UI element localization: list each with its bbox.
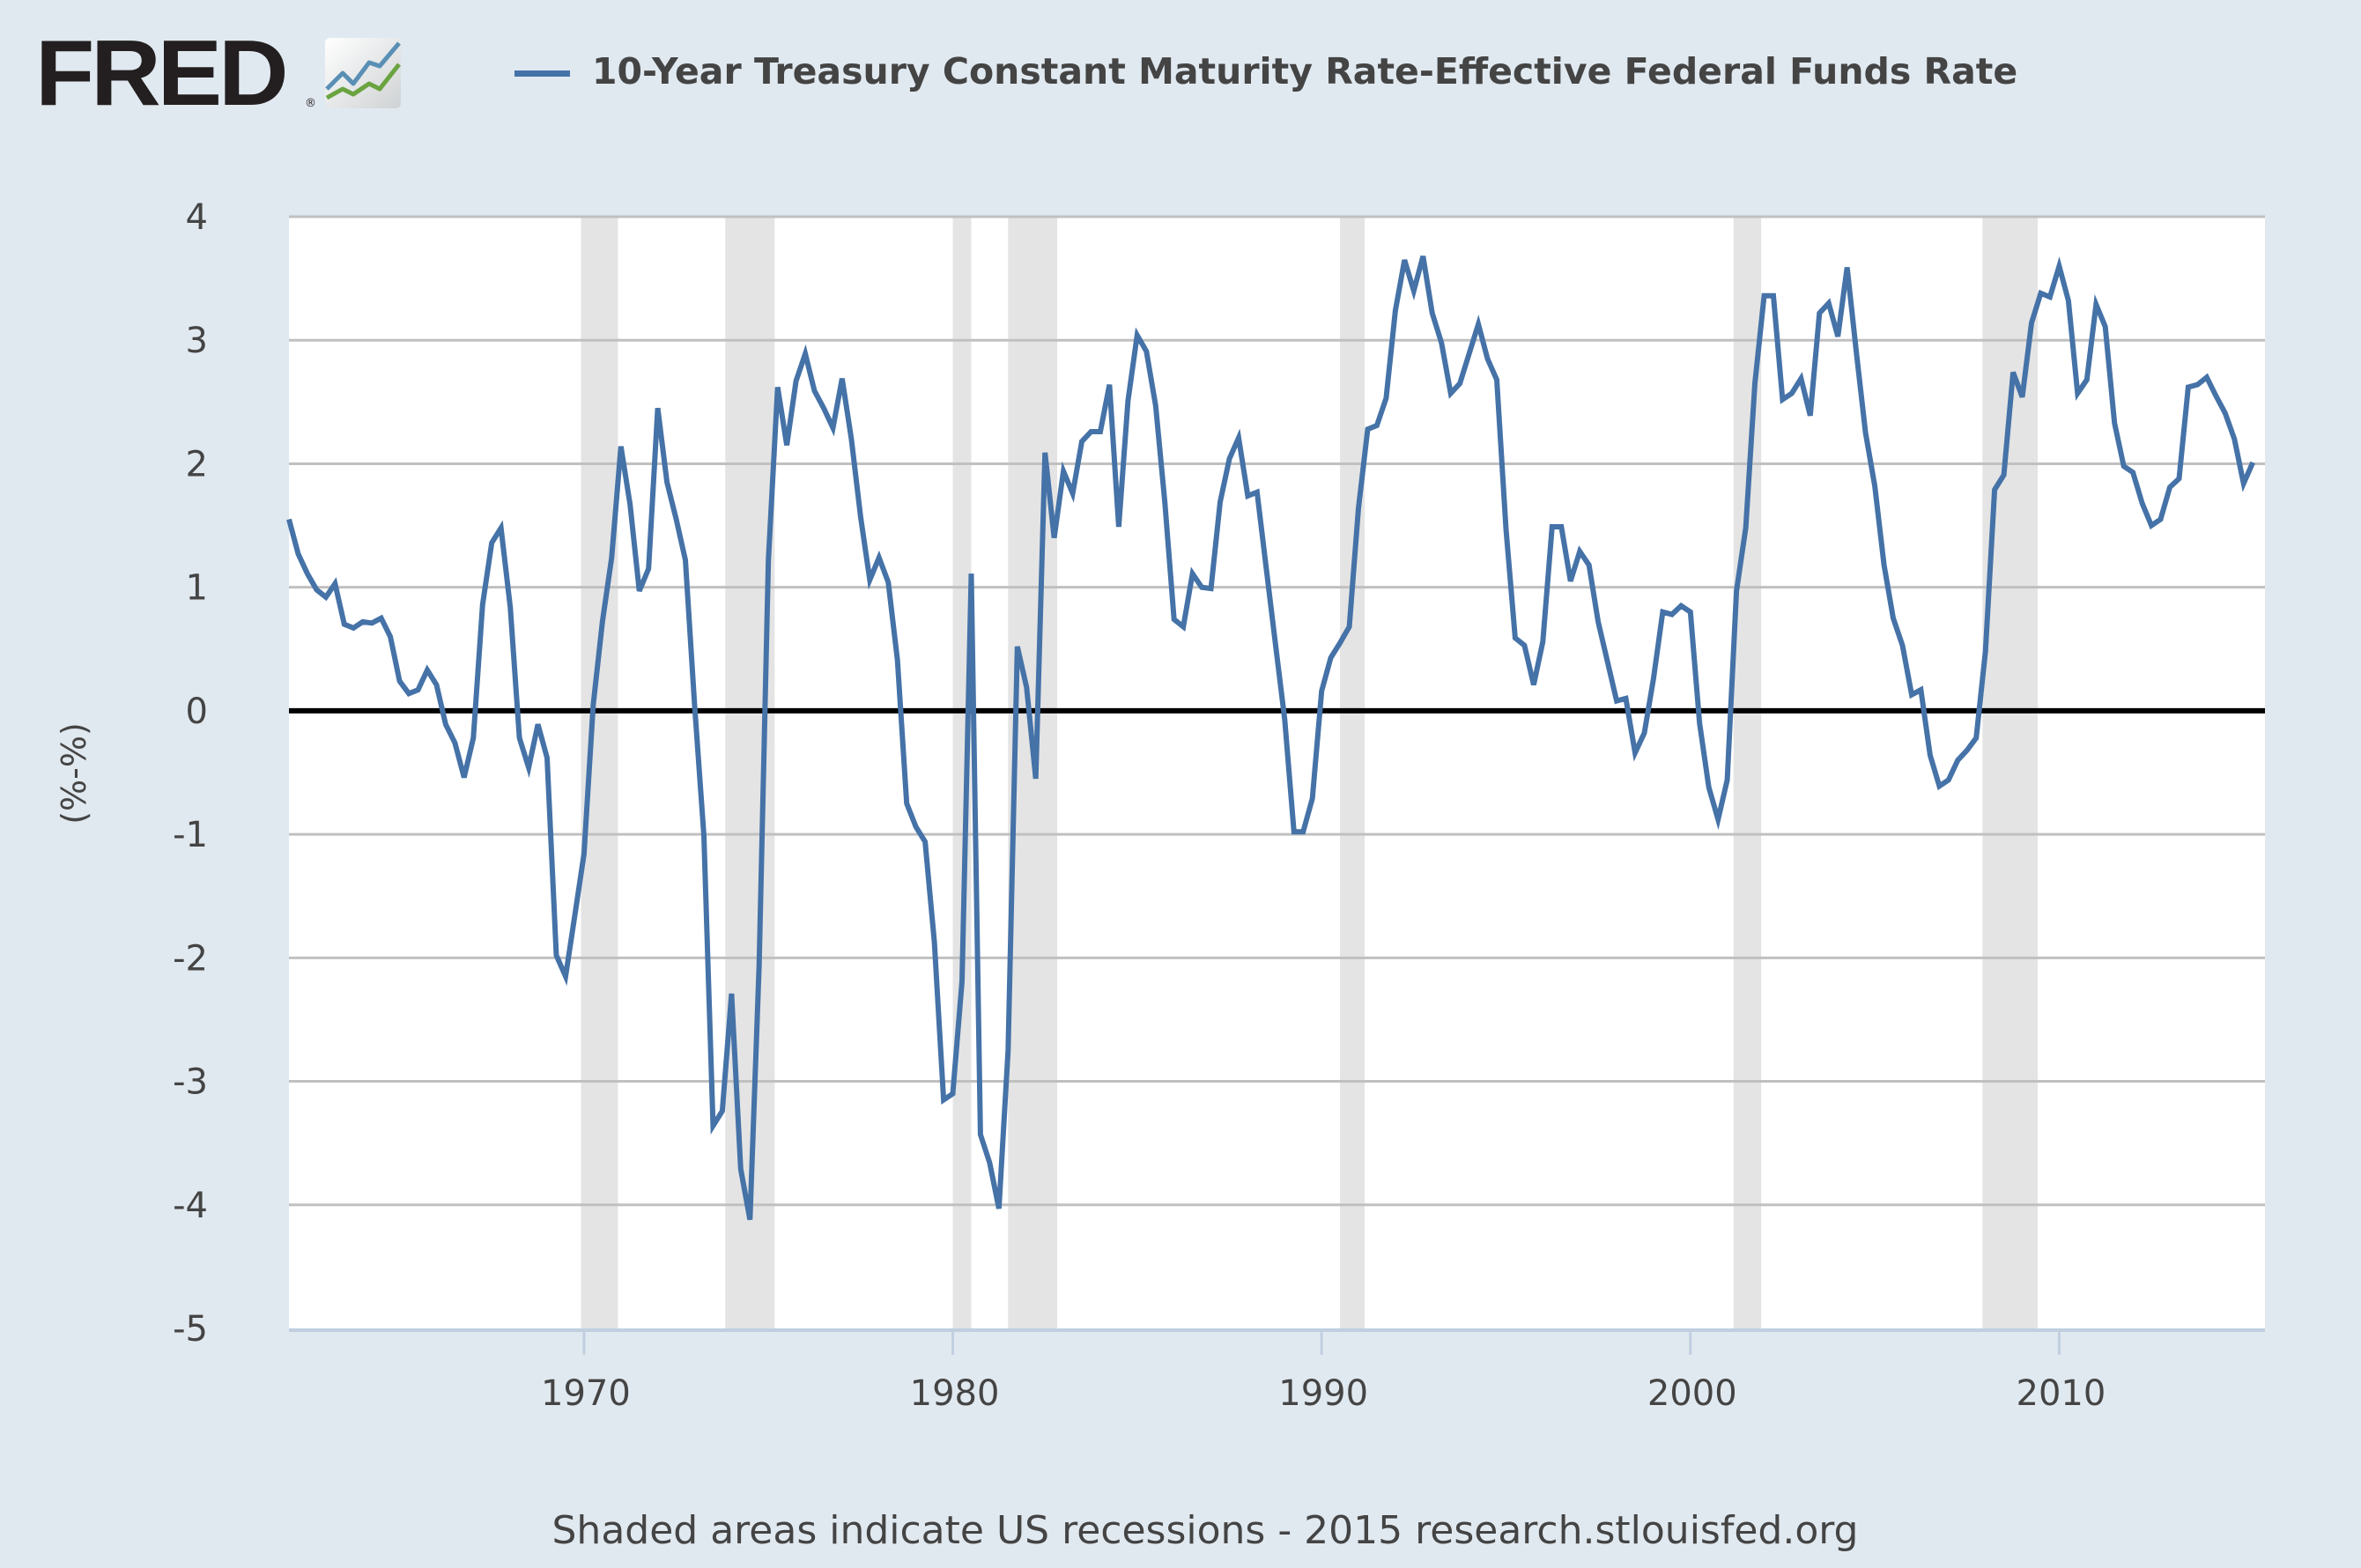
legend-label: 10-Year Treasury Constant Maturity Rate-… [592, 50, 2018, 92]
y-tick-label: 2 [186, 444, 208, 484]
recession-band [725, 217, 775, 1328]
y-tick-label: -2 [173, 938, 208, 979]
x-tick-label: 1970 [541, 1373, 631, 1414]
y-tick-label: 1 [186, 568, 208, 609]
y-tick-label: -1 [173, 815, 208, 855]
footer-text: Shaded areas indicate US recessions - 20… [551, 1508, 1859, 1553]
x-tick-label: 1980 [910, 1373, 1000, 1414]
logo-text: FRED [35, 21, 289, 125]
x-tick-label: 1990 [1278, 1373, 1368, 1414]
series-line[interactable] [286, 255, 2255, 1221]
y-tick-label: 0 [186, 692, 208, 732]
x-tick-label: 2000 [1647, 1373, 1737, 1414]
y-tick-label: 4 [186, 197, 208, 238]
registered-mark: ® [305, 97, 316, 110]
footer-note: Shaded areas indicate US recessions - 20… [0, 1508, 2361, 1553]
fred-logo[interactable]: FRED ® [35, 26, 414, 120]
y-tick-label: -4 [173, 1186, 208, 1226]
y-axis-label: (%-%) [55, 722, 93, 825]
recession-band [1340, 217, 1366, 1328]
legend-swatch [514, 70, 570, 77]
y-tick-label: -5 [173, 1309, 208, 1350]
y-ticks: -5 -4 -3 -2 -1 0 1 2 3 4 [173, 197, 208, 1350]
chart-line-icon [325, 38, 401, 108]
x-ticks: 1970 1980 1990 2000 2010 [541, 1332, 2106, 1414]
y-tick-label: -3 [173, 1062, 208, 1103]
x-tick-label: 2010 [2017, 1373, 2106, 1414]
y-tick-label: 3 [186, 321, 208, 361]
recession-band [1733, 217, 1762, 1328]
